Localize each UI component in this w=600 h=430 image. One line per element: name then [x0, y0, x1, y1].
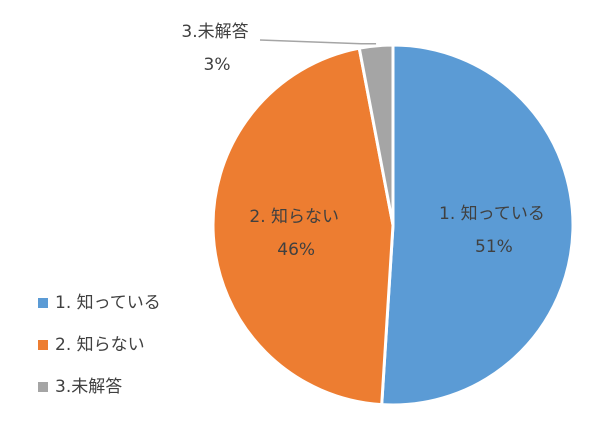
legend-label: 1. 知っている — [55, 293, 161, 313]
legend-label: 2. 知らない — [55, 335, 145, 355]
pie-slice — [357, 43, 395, 226]
leader-line — [259, 39, 377, 45]
slice-category-label: 3.未解答 — [181, 22, 248, 42]
legend-label: 3.未解答 — [55, 377, 122, 397]
legend-swatch — [38, 382, 48, 392]
slice-category-label: 2. 知らない — [249, 207, 339, 227]
slice-category-label: 1. 知っている — [439, 204, 545, 224]
slice-value-label: 51% — [475, 237, 513, 257]
pie-slice — [380, 43, 575, 407]
legend-swatch — [38, 340, 48, 350]
slice-value-label: 46% — [277, 240, 315, 260]
pie-slice — [211, 46, 395, 407]
legend-swatch — [38, 298, 48, 308]
slice-value-label: 3% — [204, 55, 231, 75]
